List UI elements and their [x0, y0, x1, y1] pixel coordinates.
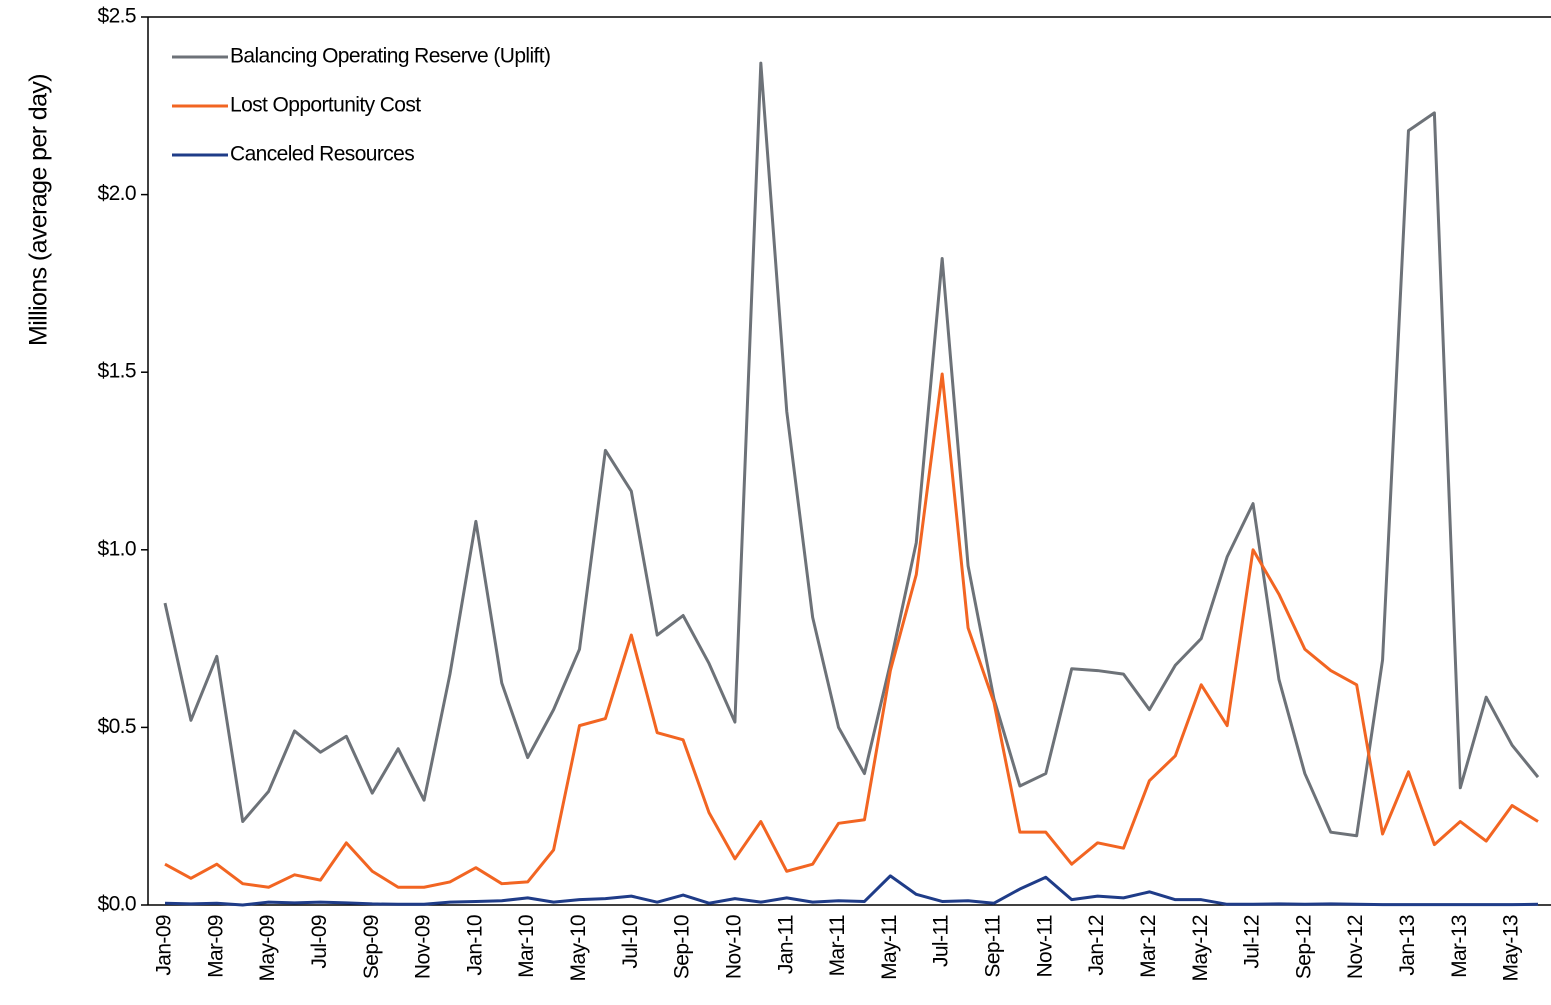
y-tick-label: $1.5: [98, 360, 136, 383]
x-tick-label: Mar-11: [826, 915, 849, 976]
x-tick-label: Sep-12: [1292, 915, 1315, 979]
x-tick-label: May-09: [256, 915, 279, 981]
x-tick-label: Sep-11: [982, 915, 1005, 978]
x-tick-label: Mar-13: [1448, 915, 1471, 978]
y-tick-label: $0.5: [98, 715, 136, 738]
y-tick-label: $0.0: [98, 893, 136, 916]
x-tick-label: Jul-10: [619, 915, 642, 969]
x-tick-label: May-12: [1189, 915, 1212, 981]
series-line: [164, 874, 1539, 907]
x-tick-label: Nov-11: [1033, 915, 1056, 978]
x-tick-label: Jan-13: [1396, 915, 1419, 976]
y-tick-label: $2.0: [98, 182, 136, 205]
x-tick-label: Mar-12: [1137, 915, 1160, 978]
x-tick-label: Jul-11: [930, 915, 953, 967]
legend-label: Lost Opportunity Cost: [230, 94, 421, 117]
x-tick-label: May-10: [567, 915, 590, 981]
x-tick-label: Nov-10: [722, 915, 745, 979]
y-tick-label: $2.5: [98, 5, 136, 28]
x-tick-label: Jan-12: [1085, 915, 1108, 976]
series-line: [163, 61, 1540, 838]
x-tick-label: Nov-09: [412, 915, 435, 979]
x-tick-label: Jan-11: [774, 915, 797, 974]
legend-label: Canceled Resources: [230, 143, 414, 166]
x-tick-label: Jul-12: [1241, 915, 1264, 969]
y-tick-label: $1.0: [98, 537, 136, 560]
x-tick-label: Mar-10: [515, 915, 538, 978]
x-tick-label: Jan-09: [153, 915, 176, 976]
legend-label: Balancing Operating Reserve (Uplift): [230, 45, 550, 68]
x-tick-label: Jul-09: [308, 915, 331, 969]
x-tick-label: Sep-10: [671, 915, 694, 979]
y-axis-label: Millions (average per day): [25, 74, 53, 346]
x-tick-label: Sep-09: [360, 915, 383, 979]
series-line: [164, 372, 1539, 889]
x-tick-label: May-13: [1500, 915, 1523, 981]
x-tick-label: Nov-12: [1344, 915, 1367, 979]
x-tick-label: Jan-10: [463, 915, 486, 976]
x-tick-label: May-11: [878, 915, 901, 980]
x-tick-label: Mar-09: [204, 915, 227, 978]
